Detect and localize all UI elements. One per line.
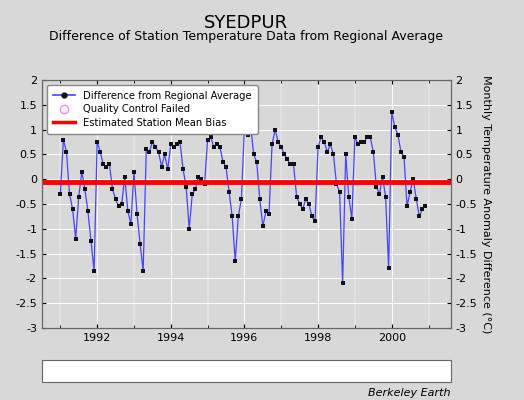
Text: Record Gap: Record Gap <box>162 366 219 376</box>
Text: Station Move: Station Move <box>69 366 133 376</box>
Text: Difference of Station Temperature Data from Regional Average: Difference of Station Temperature Data f… <box>49 30 443 43</box>
Text: SYEDPUR: SYEDPUR <box>204 14 288 32</box>
Text: Time of Obs. Change: Time of Obs. Change <box>265 366 367 376</box>
Y-axis label: Monthly Temperature Anomaly Difference (°C): Monthly Temperature Anomaly Difference (… <box>481 75 491 333</box>
Text: Berkeley Earth: Berkeley Earth <box>368 388 451 398</box>
Legend: Difference from Regional Average, Quality Control Failed, Estimated Station Mean: Difference from Regional Average, Qualit… <box>47 85 257 134</box>
Text: Empirical Break: Empirical Break <box>363 366 440 376</box>
